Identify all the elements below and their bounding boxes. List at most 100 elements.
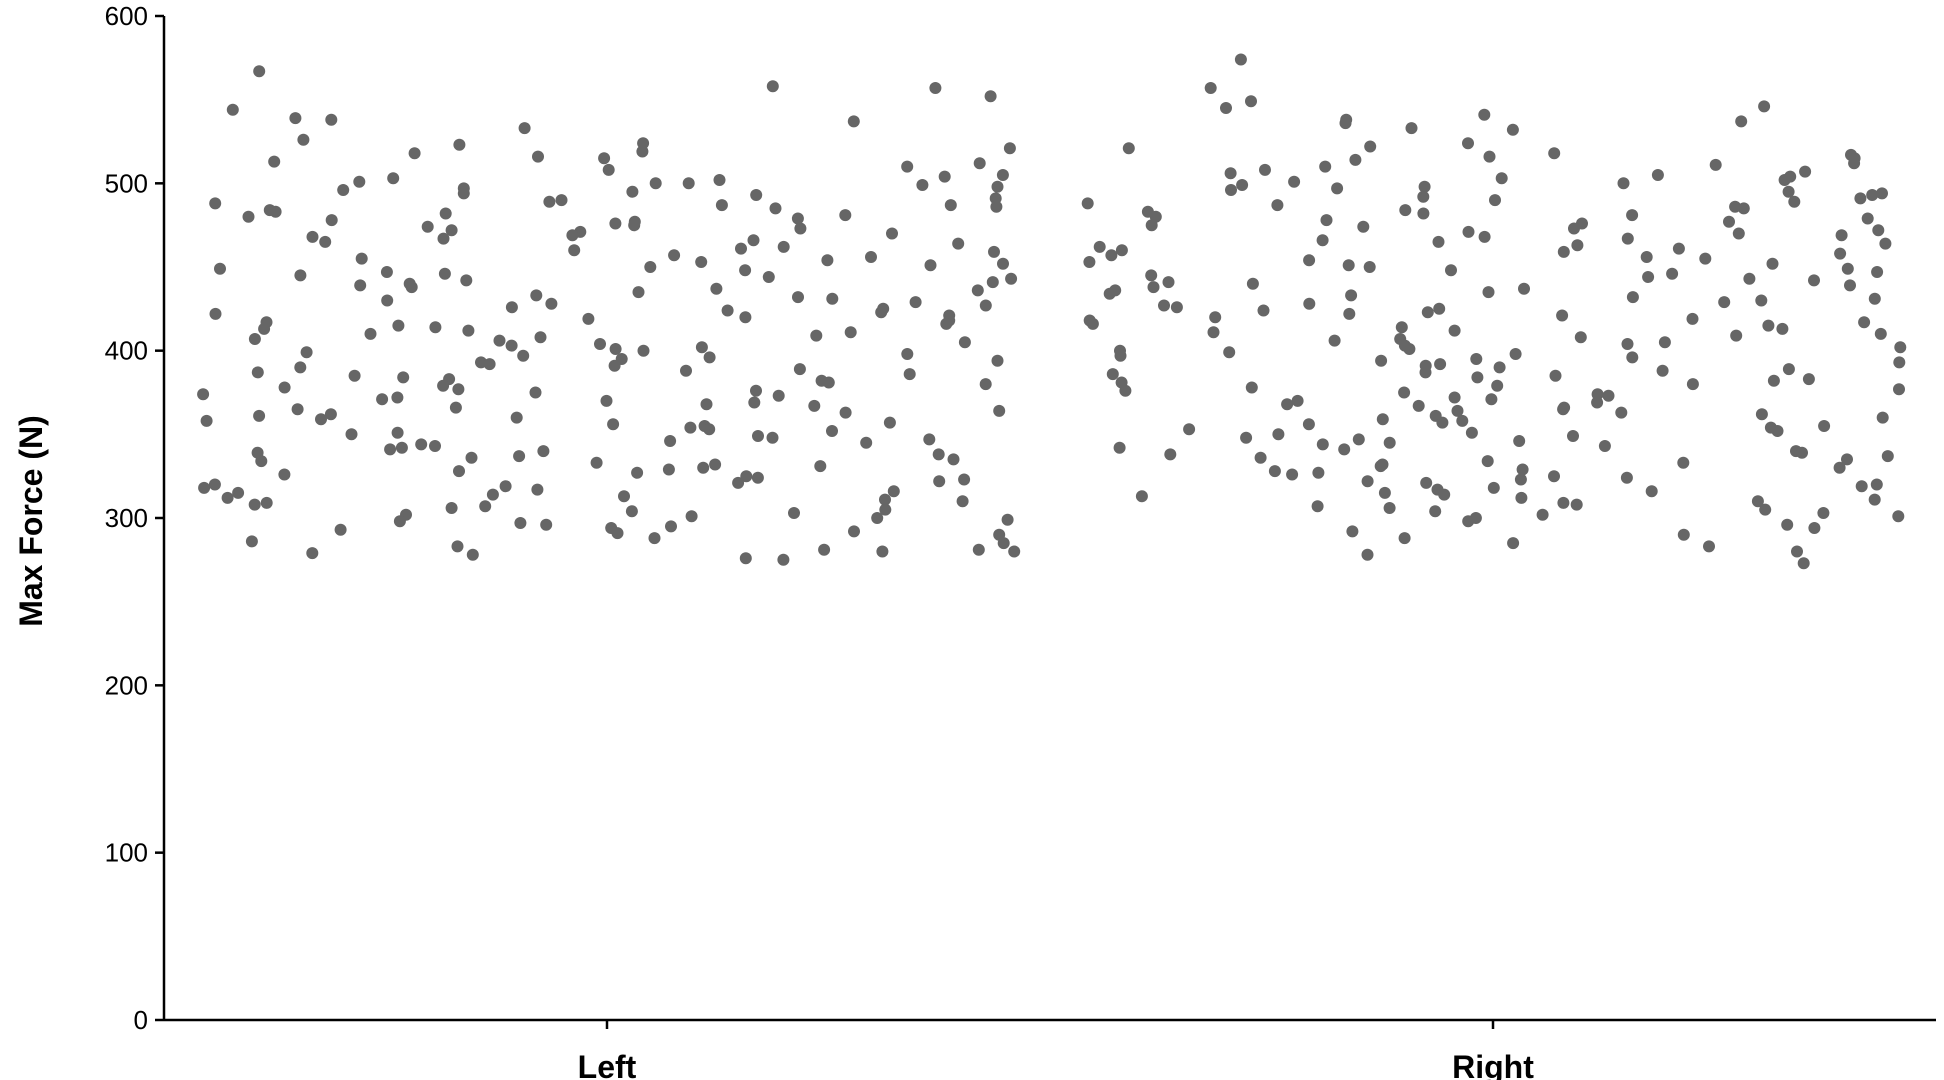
data-point-right <box>1567 430 1579 442</box>
data-point-right <box>1855 480 1868 493</box>
data-point-right <box>1114 349 1127 362</box>
data-point-right <box>1465 426 1478 439</box>
data-point-right <box>1802 373 1815 386</box>
data-point-left <box>958 473 971 486</box>
data-point-right <box>1699 252 1712 265</box>
data-point-right <box>1871 266 1884 278</box>
x-category-label-left: Left <box>578 1049 637 1080</box>
data-point-left <box>932 448 945 461</box>
data-point-right <box>1364 140 1377 153</box>
data-point-left <box>255 455 268 468</box>
data-point-left <box>364 327 377 340</box>
data-point-left <box>445 224 458 237</box>
data-point-left <box>662 463 675 476</box>
data-point-right <box>1086 317 1099 330</box>
data-point-left <box>214 262 226 275</box>
data-point-left <box>384 443 397 456</box>
data-point-right <box>1759 503 1772 516</box>
data-point-left <box>582 312 595 325</box>
data-point-left <box>529 386 542 399</box>
data-point-right <box>1209 311 1222 324</box>
data-point-right <box>1483 150 1496 163</box>
data-point-right <box>1732 227 1745 240</box>
data-point-right <box>1259 163 1271 176</box>
data-point-left <box>839 406 852 419</box>
data-point-right <box>1093 240 1106 253</box>
data-point-left <box>253 409 266 422</box>
data-point-right <box>1571 239 1584 252</box>
data-point-left <box>197 388 210 401</box>
data-point-left <box>543 195 556 208</box>
data-point-left <box>695 341 708 354</box>
data-point-left <box>291 403 304 416</box>
data-point-right <box>1448 324 1461 337</box>
data-point-left <box>518 122 531 135</box>
data-point-left <box>534 331 547 344</box>
data-point-right <box>1781 518 1794 531</box>
data-point-left <box>392 319 405 332</box>
data-point-left <box>268 155 281 168</box>
data-point-left <box>628 219 641 232</box>
data-point-right <box>1557 496 1570 509</box>
data-point-left <box>952 237 965 250</box>
data-point-right <box>1808 274 1820 287</box>
data-point-left <box>752 430 764 442</box>
data-point-left <box>777 240 790 253</box>
data-point-right <box>1272 428 1285 441</box>
data-point-right <box>1303 297 1316 310</box>
data-point-left <box>334 523 347 536</box>
data-point-right <box>1429 505 1442 518</box>
data-point-left <box>810 329 823 342</box>
data-point-left <box>860 436 873 449</box>
data-point-right <box>1495 172 1508 185</box>
data-point-right <box>1481 455 1494 468</box>
data-point-left <box>479 500 492 513</box>
data-point-right <box>1574 331 1587 344</box>
data-point-right <box>1482 286 1495 299</box>
data-point-left <box>997 257 1009 270</box>
data-point-right <box>1135 490 1148 503</box>
data-point-left <box>973 157 986 170</box>
data-point-right <box>1383 436 1396 449</box>
data-point-right <box>1456 414 1469 427</box>
data-point-right <box>1398 386 1411 399</box>
data-point-left <box>393 515 406 528</box>
data-point-right <box>1352 433 1365 446</box>
data-point-right <box>1245 381 1258 394</box>
data-point-right <box>1204 82 1217 94</box>
data-point-right <box>1743 272 1756 285</box>
data-point-right <box>1246 277 1259 290</box>
data-point-left <box>465 451 478 464</box>
data-point-left <box>324 408 337 421</box>
data-point-left <box>505 339 518 352</box>
data-point-right <box>1868 493 1881 506</box>
data-point-left <box>226 103 239 116</box>
data-point-right <box>1751 495 1764 508</box>
data-point-left <box>251 366 264 379</box>
data-point-left <box>739 311 752 324</box>
data-point-right <box>1395 321 1408 334</box>
data-point-left <box>345 428 358 441</box>
data-point-right <box>1417 207 1430 220</box>
data-point-right <box>1894 341 1907 354</box>
data-point-left <box>924 259 937 272</box>
data-point-left <box>636 145 649 158</box>
data-point-left <box>319 235 332 248</box>
data-point-left <box>348 369 361 382</box>
data-point-left <box>437 379 450 392</box>
y-tick-label: 500 <box>105 168 148 198</box>
data-point-right <box>1421 306 1434 319</box>
data-point-right <box>1737 202 1750 215</box>
data-point-right <box>1548 470 1560 483</box>
data-point-right <box>1316 438 1329 451</box>
data-point-left <box>376 393 389 406</box>
data-point-left <box>986 276 999 289</box>
data-point-left <box>493 334 506 347</box>
data-point-left <box>611 527 624 540</box>
data-point-right <box>1557 403 1570 416</box>
data-point-left <box>909 296 922 309</box>
data-point-left <box>200 414 213 427</box>
data-point-left <box>875 306 888 319</box>
data-point-right <box>1240 431 1253 444</box>
